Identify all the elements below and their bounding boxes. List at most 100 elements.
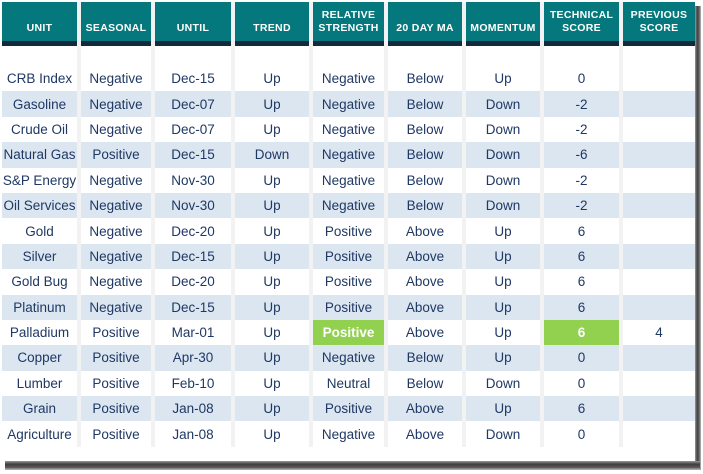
table-cell: Below: [388, 192, 462, 219]
table-cell: Negative: [81, 167, 151, 193]
table-cell: Dec-20: [155, 218, 231, 244]
table-cell: 6: [544, 269, 619, 295]
spacer-cell: [623, 46, 695, 66]
table-cell: Up: [466, 319, 540, 346]
table-cell: Up: [235, 269, 309, 295]
table-cell: Up: [235, 66, 309, 92]
table-cell: 0: [544, 370, 619, 397]
column-header-20-day-ma: 20 DAY MA: [388, 2, 462, 46]
table-cell: Feb-10: [155, 370, 231, 397]
spacer-cell: [544, 46, 619, 66]
table-cell: Negative: [313, 192, 384, 219]
table-cell: Down: [235, 142, 309, 168]
table-cell: 6: [544, 218, 619, 244]
table-cell: [623, 66, 695, 92]
table-cell: Negative: [81, 294, 151, 320]
table-row-agriculture: Agriculture Positive Jan-08 Up Negative Above…: [2, 421, 695, 447]
table-cell: Up: [235, 294, 309, 320]
table-cell: 6: [544, 243, 619, 270]
table-cell: Down: [466, 192, 540, 219]
table-cell: Dec-15: [155, 243, 231, 270]
spacer-cell: [313, 46, 384, 66]
table-cell: [623, 167, 695, 193]
table-cell: Negative: [313, 66, 384, 92]
highlighted-cell: Positive: [313, 319, 384, 346]
table-cell: -2: [544, 192, 619, 219]
table-cell: Below: [388, 167, 462, 193]
table-cell: Dec-15: [155, 294, 231, 320]
table-cell: Neutral: [313, 370, 384, 397]
table-row-silver: Silver Negative Dec-15 Up Positive Above Up 6: [2, 243, 695, 270]
table-cell: Nov-30: [155, 192, 231, 219]
table-cell: Silver: [2, 243, 77, 270]
spacer-cell: [2, 46, 77, 66]
table-cell: Up: [235, 345, 309, 371]
table-cell: Copper: [2, 345, 77, 371]
table-row-oil-services: Oil Services Negative Nov-30 Up Negative Belo…: [2, 192, 695, 219]
table-cell: Negative: [313, 116, 384, 143]
table-cell: Gold Bug: [2, 269, 77, 295]
column-header-unit: UNIT: [2, 2, 77, 46]
table-cell: Nov-30: [155, 167, 231, 193]
table-cell: Negative: [81, 269, 151, 295]
table-cell: -6: [544, 142, 619, 168]
table-cell: Up: [466, 269, 540, 295]
table-cell: Above: [388, 294, 462, 320]
table-cell: Negative: [81, 116, 151, 143]
table-cell: S&P Energy: [2, 167, 77, 193]
table-cell: Negative: [81, 66, 151, 92]
table-cell: Up: [235, 218, 309, 244]
table-cell: 0: [544, 421, 619, 447]
table-row-platinum: Platinum Negative Dec-15 Up Positive Above Up 6: [2, 294, 695, 320]
table-cell: CRB Index: [2, 66, 77, 92]
table-cell: Oil Services: [2, 192, 77, 219]
table-cell: Up: [235, 167, 309, 193]
table-cell: Platinum: [2, 294, 77, 320]
table-cell: Down: [466, 370, 540, 397]
table-cell: Up: [466, 294, 540, 320]
table-cell: Palladium: [2, 319, 77, 346]
table-row-gold-bug: Gold Bug Negative Dec-20 Up Positive Above Up 6: [2, 269, 695, 295]
table-cell: Up: [466, 218, 540, 244]
spacer-cell: [466, 46, 540, 66]
table-row-copper: Copper Positive Apr-30 Up Negative Below Up 0: [2, 345, 695, 371]
table-cell: Gold: [2, 218, 77, 244]
table-cell: Mar-01: [155, 319, 231, 346]
table-cell: [623, 142, 695, 168]
table-row-palladium: Palladium Positive Mar-01 Up Positive Above Up…: [2, 319, 695, 346]
table-row-crb-index: CRB Index Negative Dec-15 Up Negative Below Up…: [2, 66, 695, 92]
table-cell: Negative: [81, 243, 151, 270]
column-header-trend: TREND: [235, 2, 309, 46]
table-cell: Positive: [81, 396, 151, 422]
table-cell: [623, 218, 695, 244]
table-cell: Up: [466, 243, 540, 270]
table-cell: Up: [235, 319, 309, 346]
table-cell: [623, 116, 695, 143]
table-cell: Natural Gas: [2, 142, 77, 168]
table-cell: [623, 91, 695, 117]
table-cell: Above: [388, 243, 462, 270]
table-cell: Up: [466, 66, 540, 92]
table-cell: Positive: [81, 345, 151, 371]
table-cell: Up: [235, 421, 309, 447]
spacer-cell: [388, 46, 462, 66]
table-cell: Up: [235, 396, 309, 422]
column-header-momentum: MOMENTUM: [466, 2, 540, 46]
spacer-cell: [81, 46, 151, 66]
table-cell: Below: [388, 66, 462, 92]
table-cell: Lumber: [2, 370, 77, 397]
column-header-until: UNTIL: [155, 2, 231, 46]
table-cell: Down: [466, 421, 540, 447]
spacer-cell: [155, 46, 231, 66]
table-cell: -2: [544, 91, 619, 117]
table-cell: 0: [544, 66, 619, 92]
table-cell: 4: [623, 319, 695, 346]
table-row-crude-oil: Crude Oil Negative Dec-07 Up Negative Below Do…: [2, 116, 695, 143]
table-cell: Dec-15: [155, 142, 231, 168]
table-cell: [623, 269, 695, 295]
table-cell: Negative: [313, 421, 384, 447]
table-cell: Down: [466, 91, 540, 117]
column-header-previous-score: PREVIOUS SCORE: [623, 2, 695, 46]
table-cell: Gasoline: [2, 91, 77, 117]
table-cell: Negative: [313, 167, 384, 193]
